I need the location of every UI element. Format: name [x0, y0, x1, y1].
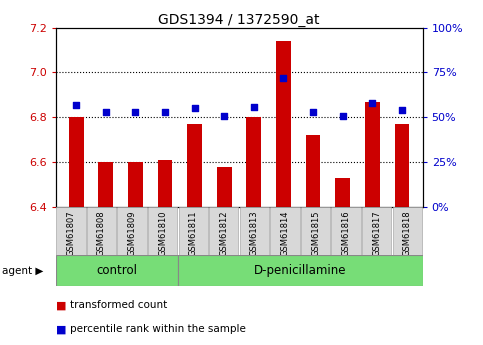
Bar — [128, 162, 143, 207]
Text: percentile rank within the sample: percentile rank within the sample — [70, 325, 246, 334]
Bar — [276, 41, 291, 207]
Bar — [395, 124, 409, 207]
Text: GSM61812: GSM61812 — [219, 211, 228, 256]
Text: GSM61810: GSM61810 — [158, 211, 167, 256]
Text: GSM61811: GSM61811 — [189, 211, 198, 256]
Bar — [301, 207, 330, 255]
Text: GSM61808: GSM61808 — [97, 211, 106, 256]
Text: GSM61816: GSM61816 — [341, 211, 351, 256]
Bar — [157, 160, 172, 207]
Bar — [56, 207, 85, 255]
Text: transformed count: transformed count — [70, 300, 167, 310]
Bar — [365, 101, 380, 207]
Bar — [178, 255, 423, 286]
Bar — [99, 162, 114, 207]
Point — [250, 104, 258, 109]
Text: GSM61818: GSM61818 — [403, 211, 412, 256]
Bar — [56, 255, 178, 286]
Text: GSM61815: GSM61815 — [311, 211, 320, 256]
Point — [309, 109, 317, 115]
Point — [280, 75, 287, 81]
Bar — [87, 207, 116, 255]
Bar — [187, 124, 202, 207]
Bar — [148, 207, 177, 255]
Text: D-penicillamine: D-penicillamine — [254, 264, 346, 277]
Point — [191, 106, 199, 111]
Text: agent ▶: agent ▶ — [2, 266, 44, 276]
Point — [131, 109, 139, 115]
Bar — [179, 207, 208, 255]
Bar — [217, 167, 232, 207]
Text: GSM61814: GSM61814 — [281, 211, 289, 256]
Bar — [117, 207, 147, 255]
Bar — [306, 135, 321, 207]
Bar — [69, 117, 84, 207]
Point — [339, 113, 347, 118]
Bar — [362, 207, 391, 255]
Bar — [209, 207, 239, 255]
Text: control: control — [96, 264, 137, 277]
Text: ■: ■ — [56, 325, 66, 334]
Bar — [240, 207, 269, 255]
Bar — [246, 117, 261, 207]
Point — [220, 113, 228, 118]
Point — [161, 109, 169, 115]
Point — [369, 100, 376, 106]
Text: GSM61813: GSM61813 — [250, 211, 259, 256]
Bar — [270, 207, 299, 255]
Point — [72, 102, 80, 108]
Text: GSM61817: GSM61817 — [372, 211, 381, 256]
Point — [102, 109, 110, 115]
Text: GSM61809: GSM61809 — [128, 211, 137, 256]
Bar — [393, 207, 422, 255]
Text: GSM61807: GSM61807 — [66, 211, 75, 256]
Bar — [331, 207, 361, 255]
Text: ■: ■ — [56, 300, 66, 310]
Point — [398, 107, 406, 113]
Bar — [335, 178, 350, 207]
Title: GDS1394 / 1372590_at: GDS1394 / 1372590_at — [158, 12, 320, 27]
